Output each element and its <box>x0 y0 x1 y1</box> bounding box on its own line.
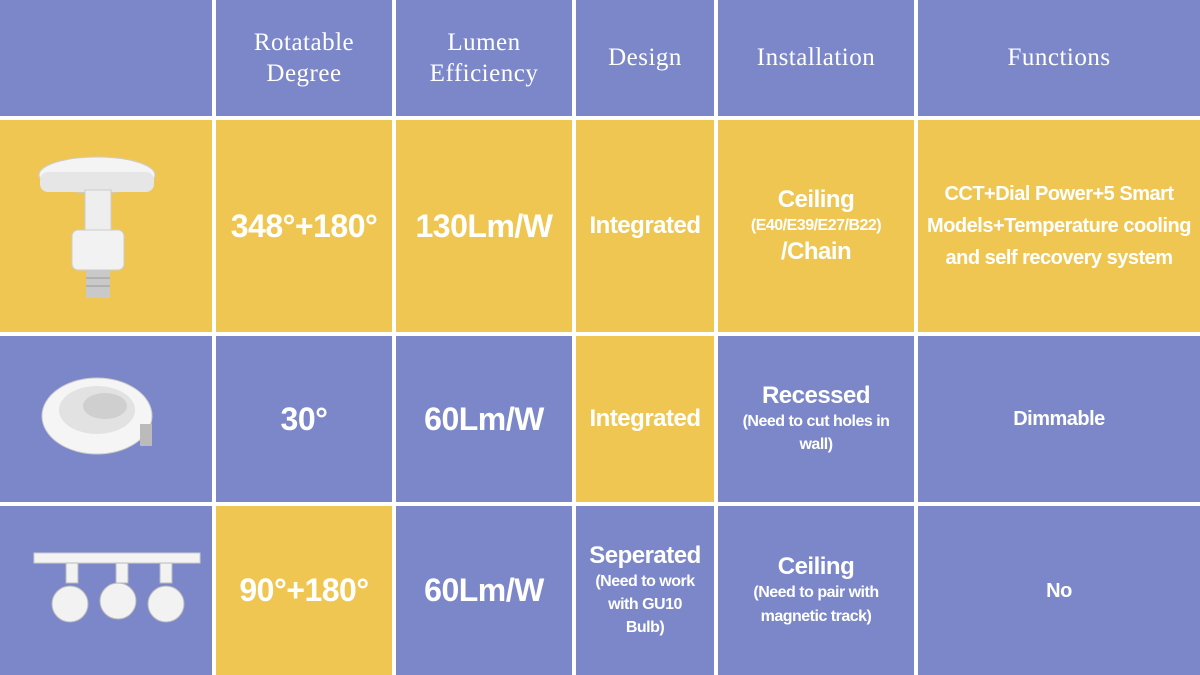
image-cell <box>0 336 212 502</box>
header-text: Functions <box>1007 44 1111 72</box>
corner-cell <box>0 0 212 116</box>
table-cell: Dimmable <box>918 336 1200 502</box>
table-cell: Ceiling (Need to pair with magnetic track… <box>718 506 914 675</box>
cell-suffix: /Chain <box>780 237 852 265</box>
cell-title: Integrated <box>589 405 701 432</box>
header-cell: Lumen Efficiency <box>396 0 572 116</box>
table-cell: 348°+180° <box>216 120 392 332</box>
header-cell: Design <box>576 0 714 116</box>
table-cell: Integrated <box>576 120 714 332</box>
recessed-lamp-image <box>41 377 153 455</box>
bulb-lamp-image <box>38 156 156 298</box>
image-cell <box>0 120 212 332</box>
table-cell: 130Lm/W <box>396 120 572 332</box>
cell-note: (Need to cut holes in wall) <box>742 412 890 453</box>
cell-note: (E40/E39/E27/B22) <box>750 217 882 235</box>
image-cell <box>0 506 212 675</box>
cell-note: (Need to work with GU10 Bulb) <box>595 572 695 637</box>
table-cell: CCT+Dial Power+5 Smart Models+Temperatur… <box>918 120 1200 332</box>
cell-title: Recessed <box>761 381 871 409</box>
table-cell: No <box>918 506 1200 675</box>
cell-title: 90°+180° <box>239 572 369 608</box>
cell-title: Ceiling <box>777 186 855 214</box>
table-cell: 60Lm/W <box>396 336 572 502</box>
cell-title: 60Lm/W <box>424 572 544 608</box>
cell-title: Integrated <box>589 212 701 239</box>
header-cell: Installation <box>718 0 914 116</box>
header-text: Rotatable Degree <box>253 28 355 87</box>
table-cell: 30° <box>216 336 392 502</box>
header-cell: Rotatable Degree <box>216 0 392 116</box>
table-cell: 90°+180° <box>216 506 392 675</box>
header-text: Installation <box>756 44 876 72</box>
header-cell: Functions <box>918 0 1200 116</box>
table-cell: Integrated <box>576 336 714 502</box>
cell-title: Dimmable <box>1013 408 1105 430</box>
header-text: Design <box>608 44 682 72</box>
cell-title: No <box>1046 579 1072 602</box>
cell-title: Ceiling <box>777 553 855 581</box>
table-cell: 60Lm/W <box>396 506 572 675</box>
cell-title: Seperated <box>589 541 701 569</box>
cell-title: 130Lm/W <box>415 207 553 244</box>
cell-title: 348°+180° <box>230 207 378 244</box>
cell-note: (Need to pair with magnetic track) <box>753 584 879 625</box>
header-text: Lumen Efficiency <box>429 28 539 87</box>
cell-title: 30° <box>280 400 328 437</box>
table-cell: Recessed (Need to cut holes in wall) <box>718 336 914 502</box>
table-cell: Ceiling (E40/E39/E27/B22) /Chain <box>718 120 914 332</box>
cell-title: CCT+Dial Power+5 Smart Models+Temperatur… <box>927 183 1191 269</box>
cell-title: 60Lm/W <box>424 400 544 437</box>
table-cell: Seperated (Need to work with GU10 Bulb) <box>576 506 714 675</box>
track-lamp-image <box>33 552 201 623</box>
